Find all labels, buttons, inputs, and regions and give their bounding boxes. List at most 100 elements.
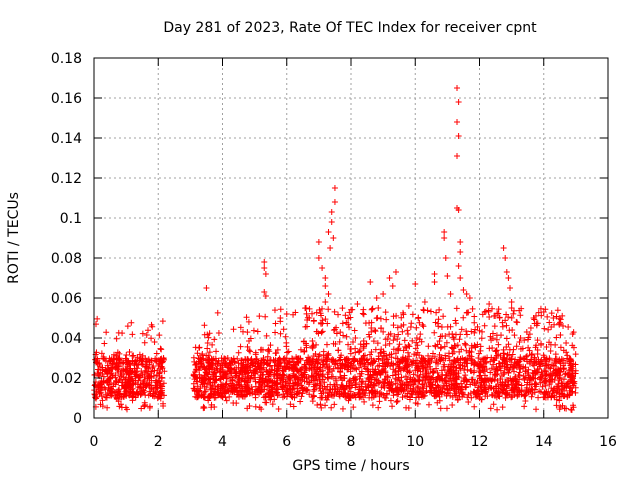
data-point <box>238 367 245 374</box>
data-point <box>129 358 136 365</box>
data-point <box>319 305 326 312</box>
data-point <box>246 347 253 354</box>
data-point <box>207 382 214 389</box>
data-point <box>375 305 382 312</box>
data-point <box>400 311 407 318</box>
data-point <box>314 360 321 367</box>
data-point <box>370 338 377 345</box>
data-point <box>405 341 412 348</box>
data-point <box>297 355 304 362</box>
data-point <box>211 369 218 376</box>
data-point <box>488 337 495 344</box>
data-point <box>160 380 167 387</box>
data-point <box>243 369 250 376</box>
data-point <box>433 359 440 366</box>
data-point <box>345 321 352 328</box>
data-point <box>430 350 436 357</box>
y-tick-label: 0.06 <box>51 291 82 307</box>
data-point <box>539 371 546 378</box>
data-point <box>517 366 524 373</box>
data-point <box>295 381 302 388</box>
data-point <box>568 357 575 364</box>
data-point <box>448 344 455 351</box>
data-point <box>458 326 465 333</box>
data-point <box>152 355 159 362</box>
data-point <box>456 390 463 397</box>
data-point <box>423 388 430 395</box>
data-point <box>240 328 247 335</box>
data-point <box>447 364 454 371</box>
data-point <box>158 346 165 353</box>
data-point <box>509 387 516 394</box>
data-point <box>346 324 353 331</box>
data-point <box>508 305 515 311</box>
data-point <box>371 368 378 375</box>
data-point <box>528 385 535 392</box>
data-point <box>157 345 164 352</box>
data-point <box>333 324 340 331</box>
data-point <box>129 397 136 404</box>
data-point <box>356 390 363 397</box>
data-point <box>113 352 120 359</box>
data-point <box>382 309 389 316</box>
data-point <box>237 343 244 350</box>
data-point <box>103 329 110 336</box>
data-point <box>399 358 406 365</box>
data-point <box>243 391 250 398</box>
data-point <box>440 313 447 320</box>
data-point <box>382 342 389 349</box>
data-point <box>542 378 549 385</box>
data-point <box>336 338 343 345</box>
data-point <box>438 344 445 351</box>
data-point <box>439 371 446 378</box>
data-point <box>516 358 523 365</box>
data-point <box>375 404 382 411</box>
y-tick-label: 0.14 <box>51 131 82 147</box>
data-point <box>104 362 111 369</box>
data-point <box>498 332 505 339</box>
data-point <box>542 382 549 389</box>
data-point <box>330 235 337 241</box>
data-point <box>478 335 485 342</box>
data-point <box>309 398 316 405</box>
data-point <box>553 402 560 409</box>
data-point <box>149 364 156 371</box>
data-point <box>410 381 417 388</box>
data-point <box>405 349 412 356</box>
data-point <box>546 377 553 384</box>
data-point <box>283 388 290 395</box>
data-point <box>362 320 369 327</box>
data-point <box>333 330 340 337</box>
data-point <box>204 340 211 347</box>
data-point <box>436 337 443 344</box>
data-point <box>533 359 540 366</box>
data-point <box>207 376 214 383</box>
data-point <box>534 337 541 344</box>
data-point <box>471 342 478 349</box>
data-point <box>417 368 424 375</box>
data-point <box>563 349 570 356</box>
data-point <box>544 313 551 320</box>
data-point <box>441 229 448 235</box>
data-point <box>513 343 520 350</box>
data-point <box>367 279 374 285</box>
data-point <box>138 390 145 397</box>
data-point <box>499 404 506 411</box>
data-point <box>118 404 125 411</box>
data-point <box>337 373 344 380</box>
data-point <box>498 384 505 391</box>
data-point <box>237 324 244 331</box>
data-point <box>200 405 207 412</box>
data-point <box>158 390 165 397</box>
data-point <box>214 361 221 368</box>
data-point <box>452 317 459 324</box>
data-point <box>421 299 428 305</box>
data-point <box>306 365 313 372</box>
data-point <box>396 341 403 348</box>
data-point <box>344 362 351 369</box>
data-point <box>158 375 165 382</box>
data-point <box>469 305 476 312</box>
data-point <box>565 323 572 330</box>
data-point <box>486 313 493 320</box>
data-point <box>290 403 297 410</box>
